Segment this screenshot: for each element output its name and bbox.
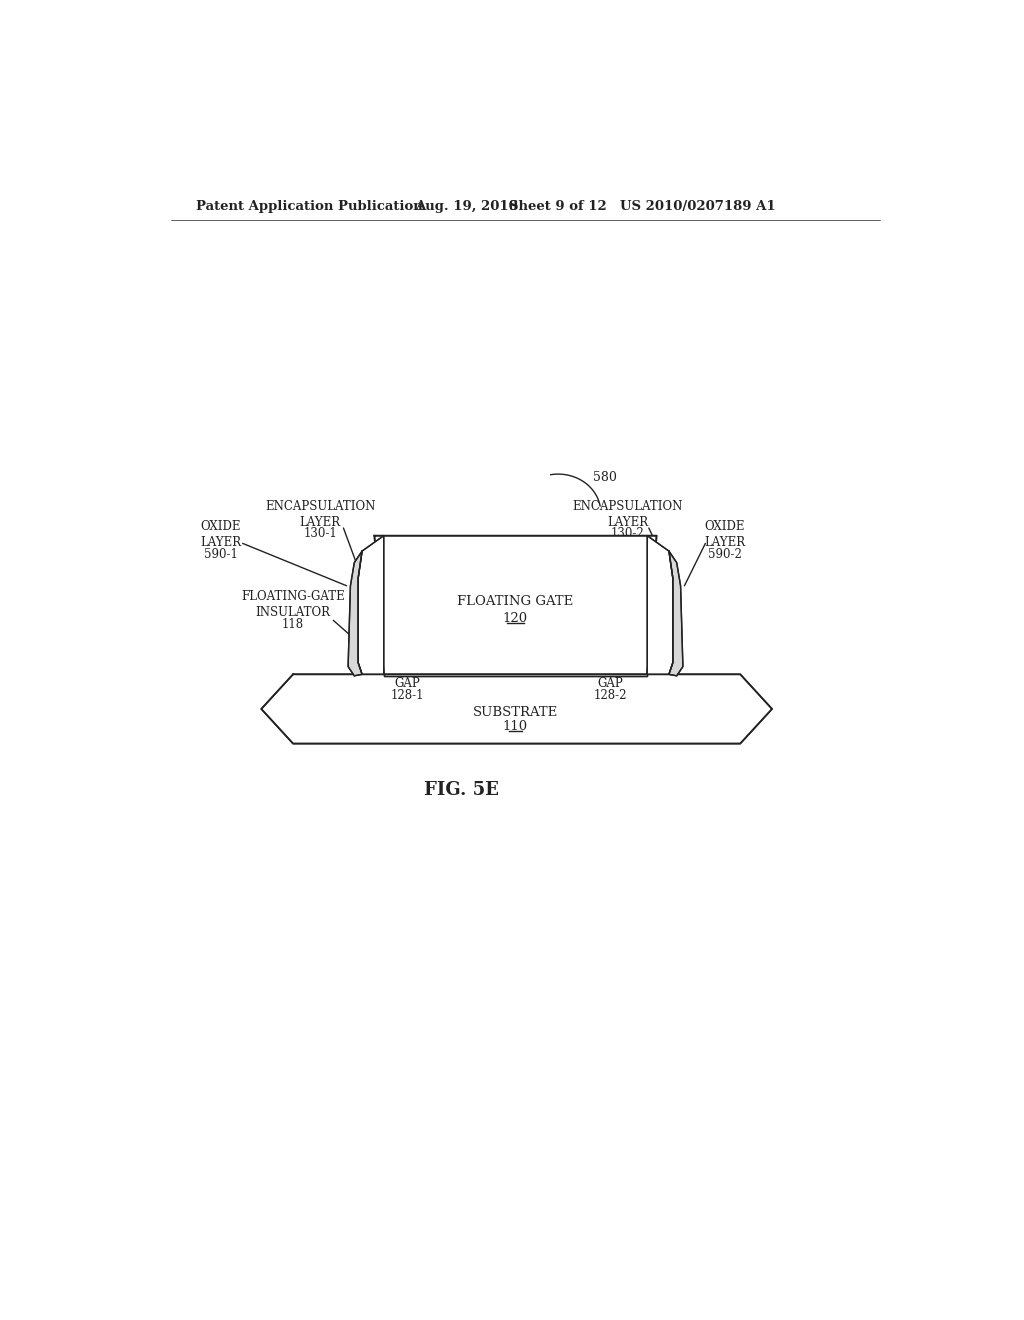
- Text: GAP: GAP: [394, 677, 420, 690]
- Text: 130-1: 130-1: [303, 527, 337, 540]
- Text: 128-1: 128-1: [390, 689, 424, 702]
- Text: Aug. 19, 2010: Aug. 19, 2010: [415, 199, 517, 213]
- Text: US 2010/0207189 A1: US 2010/0207189 A1: [621, 199, 776, 213]
- Text: 580: 580: [593, 471, 616, 484]
- Text: OXIDE
LAYER: OXIDE LAYER: [705, 520, 745, 549]
- Text: Sheet 9 of 12: Sheet 9 of 12: [509, 199, 607, 213]
- Polygon shape: [669, 552, 683, 676]
- Polygon shape: [358, 536, 384, 675]
- Polygon shape: [348, 552, 362, 676]
- Text: ENCAPSULATION
LAYER: ENCAPSULATION LAYER: [572, 500, 683, 528]
- Polygon shape: [375, 536, 656, 675]
- Text: OXIDE
LAYER: OXIDE LAYER: [201, 520, 242, 549]
- Text: 120: 120: [503, 612, 528, 626]
- Text: FLOATING GATE: FLOATING GATE: [458, 594, 573, 607]
- Text: Patent Application Publication: Patent Application Publication: [197, 199, 423, 213]
- Text: 130-2: 130-2: [611, 527, 645, 540]
- Polygon shape: [261, 675, 772, 743]
- Text: 118: 118: [282, 618, 304, 631]
- Text: 590-2: 590-2: [708, 548, 741, 561]
- Text: 110: 110: [503, 721, 528, 733]
- Text: FLOATING-GATE
INSULATOR: FLOATING-GATE INSULATOR: [242, 590, 345, 619]
- Text: 590-1: 590-1: [204, 548, 238, 561]
- Polygon shape: [647, 536, 673, 675]
- Text: 128-2: 128-2: [593, 689, 627, 702]
- Polygon shape: [384, 663, 647, 676]
- Text: FIG. 5E: FIG. 5E: [424, 781, 499, 799]
- Text: SUBSTRATE: SUBSTRATE: [473, 706, 558, 719]
- Text: GAP: GAP: [597, 677, 623, 690]
- Text: ENCAPSULATION
LAYER: ENCAPSULATION LAYER: [265, 500, 376, 528]
